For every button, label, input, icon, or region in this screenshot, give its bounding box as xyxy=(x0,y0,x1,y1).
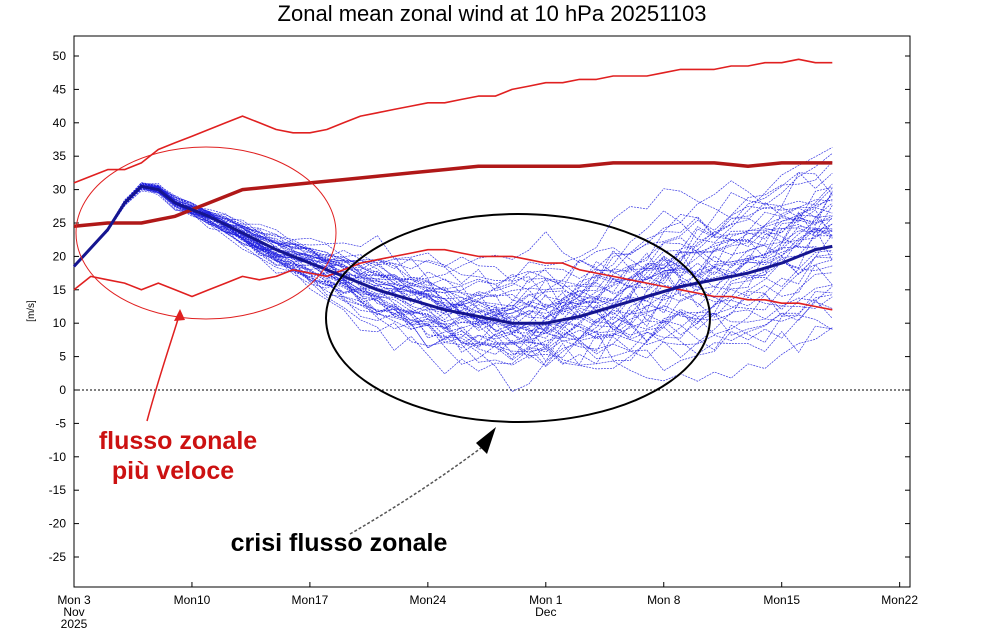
ensemble-member-line xyxy=(73,186,833,319)
ensemble-member-line xyxy=(73,188,833,366)
ensemble-member-line xyxy=(73,172,833,307)
x-tick-label: Nov xyxy=(63,605,84,619)
annotation-fast-flow-line1: flusso zonale xyxy=(99,427,257,455)
chart-title: Zonal mean zonal wind at 10 hPa 20251103 xyxy=(278,1,707,26)
y-tick-label: 40 xyxy=(53,116,67,130)
x-tick-label: 2025 xyxy=(61,617,88,631)
black-arrow xyxy=(349,444,486,535)
ensemble-member-line xyxy=(73,184,833,324)
ensemble-member-line xyxy=(73,184,833,292)
x-tick-label: Mon 8 xyxy=(647,593,681,607)
series-lines xyxy=(72,58,833,325)
ensemble-member-line xyxy=(73,186,833,279)
ensemble-member-line xyxy=(73,183,833,318)
y-tick-label: -25 xyxy=(49,550,67,564)
x-tick-label: Mon24 xyxy=(409,593,446,607)
ensemble-member-line xyxy=(73,185,833,370)
annotation-fast-flow-line2: più veloce xyxy=(112,457,234,485)
y-axis-label: [m/s] xyxy=(26,300,37,322)
crisis-ellipse xyxy=(325,213,711,423)
ensemble-member-line xyxy=(73,185,833,392)
ensemble-member-line xyxy=(73,187,833,317)
ensemble-member-line xyxy=(73,153,833,327)
ensemble-member-line xyxy=(73,189,833,310)
y-tick-label: 0 xyxy=(59,383,66,397)
black-arrowhead xyxy=(476,427,496,454)
x-tick-label: Dec xyxy=(535,605,556,619)
y-axis: -25 -20 -15 -10 -5 0 5 10 15 20 25 30 35 40 45 50 xyxy=(49,49,910,564)
annotations: flusso zonale più veloce crisi flusso zo… xyxy=(75,146,711,557)
ensemble-member-line xyxy=(73,188,833,334)
y-tick-label: 35 xyxy=(53,149,67,163)
y-tick-label: 25 xyxy=(53,216,67,230)
climatology-mean-line xyxy=(73,161,833,229)
fast-flow-ellipse xyxy=(75,146,337,320)
y-tick-label: -5 xyxy=(55,416,66,430)
y-tick-label: 5 xyxy=(59,350,66,364)
ensemble-member-line xyxy=(73,147,833,348)
y-tick-label: -15 xyxy=(49,483,67,497)
y-tick-label: -20 xyxy=(49,517,67,531)
ensemble-member-line xyxy=(73,186,833,367)
ensemble-member-line xyxy=(73,184,833,353)
x-tick-label: Mon22 xyxy=(881,593,918,607)
climatology-max-line xyxy=(73,58,833,184)
y-tick-label: 10 xyxy=(53,316,67,330)
y-tick-label: 15 xyxy=(53,283,67,297)
ensemble-member-line xyxy=(73,183,833,306)
ensemble-member-line xyxy=(73,186,833,349)
red-arrow xyxy=(146,315,180,422)
ensemble-mean-line xyxy=(72,184,833,325)
y-tick-label: -10 xyxy=(49,450,67,464)
plot-frame xyxy=(73,35,911,588)
ensemble-members xyxy=(73,147,833,392)
x-tick-label: Mon17 xyxy=(292,593,329,607)
y-tick-label: 50 xyxy=(53,49,67,63)
x-tick-label: Mon 1 xyxy=(529,593,563,607)
x-tick-label: Mon10 xyxy=(174,593,211,607)
y-tick-label: 20 xyxy=(53,249,67,263)
x-tick-label: Mon 3 xyxy=(57,593,91,607)
y-tick-label: 45 xyxy=(53,82,67,96)
ensemble-member-line xyxy=(73,185,833,372)
y-tick-label: 30 xyxy=(53,183,67,197)
annotation-crisis: crisi flusso zonale xyxy=(231,529,448,557)
x-tick-label: Mon15 xyxy=(763,593,800,607)
red-arrowhead xyxy=(174,309,185,321)
